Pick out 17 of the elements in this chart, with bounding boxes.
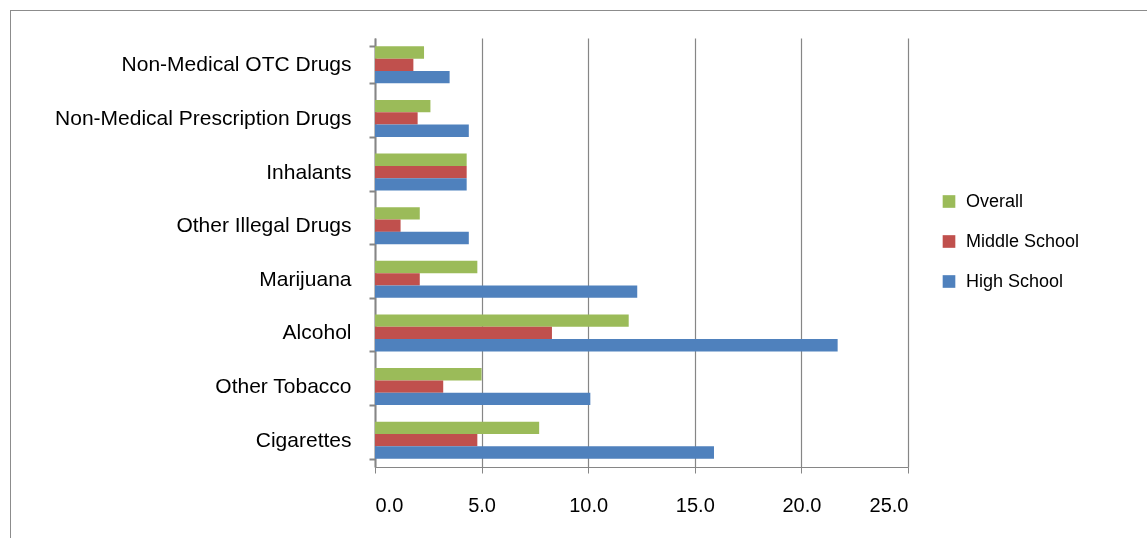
x-tick-label: 15.0: [675, 493, 715, 516]
y-tick-label: Other Tobacco: [215, 374, 352, 398]
y-tick-label: Non-Medical Prescription Drugs: [55, 105, 352, 129]
y-tick-label: Alcohol: [282, 320, 352, 344]
x-tick-label: 10.0: [569, 493, 609, 516]
y-tick-label: Marijuana: [259, 266, 352, 290]
legend-label: Overall: [966, 190, 1024, 211]
y-tick-label: Inhalants: [266, 159, 352, 183]
legend-label: High School: [966, 270, 1064, 291]
x-tick-label: 0.0: [375, 493, 404, 516]
y-tick-label: Cigarettes: [255, 427, 352, 451]
y-tick-label: Non-Medical OTC Drugs: [121, 52, 352, 76]
y-tick-label: Other Illegal Drugs: [176, 213, 352, 237]
legend-label: Middle School: [966, 230, 1080, 251]
x-tick-label: 20.0: [782, 493, 822, 516]
x-tick-label: 25.0: [869, 493, 909, 516]
x-tick-label: 5.0: [468, 493, 497, 516]
